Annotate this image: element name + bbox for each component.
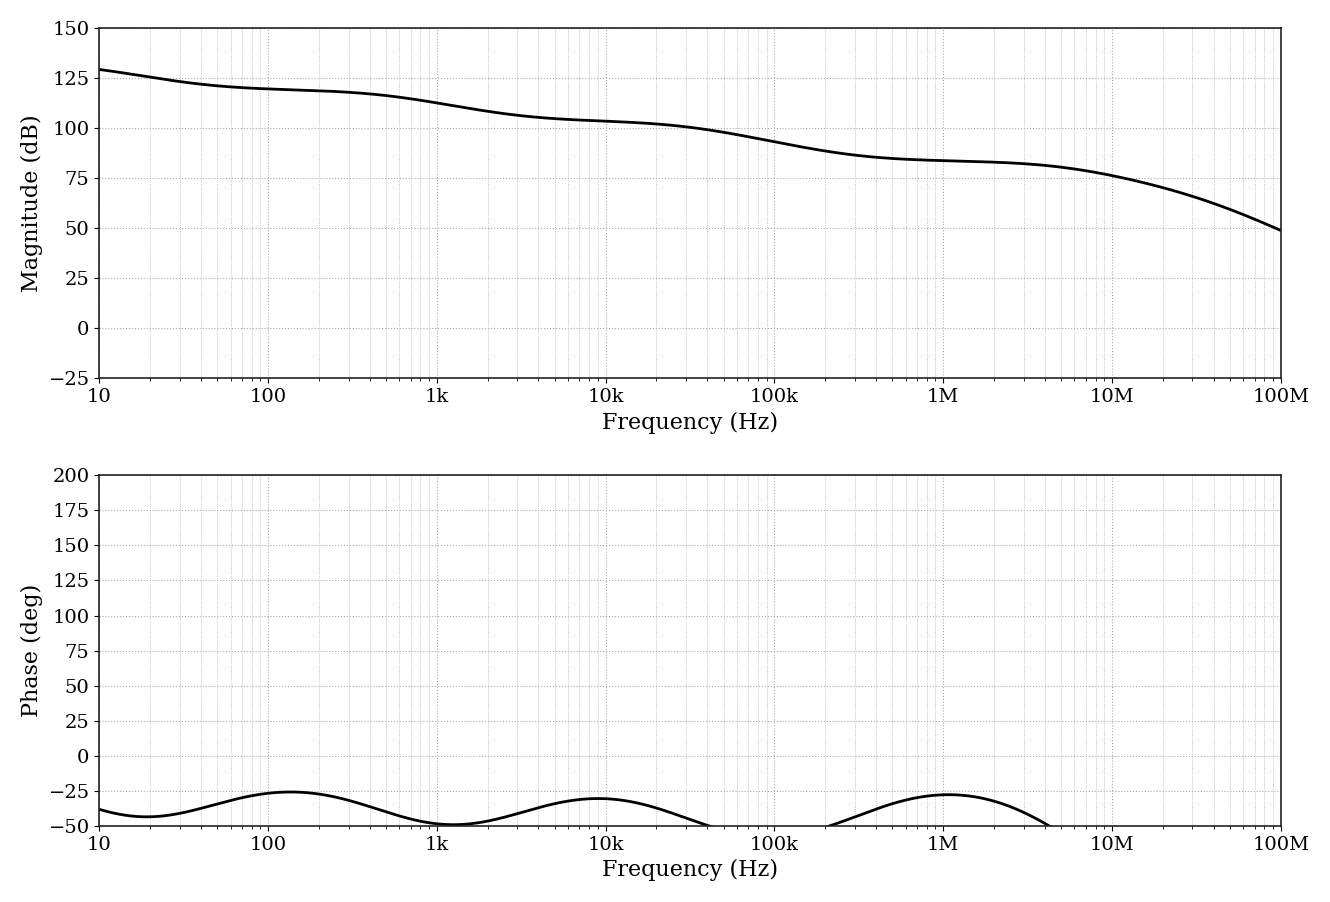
Y-axis label: Magnitude (dB): Magnitude (dB) — [21, 115, 43, 292]
X-axis label: Frequency (Hz): Frequency (Hz) — [602, 411, 778, 434]
Y-axis label: Phase (deg): Phase (deg) — [21, 584, 43, 717]
X-axis label: Frequency (Hz): Frequency (Hz) — [602, 859, 778, 881]
